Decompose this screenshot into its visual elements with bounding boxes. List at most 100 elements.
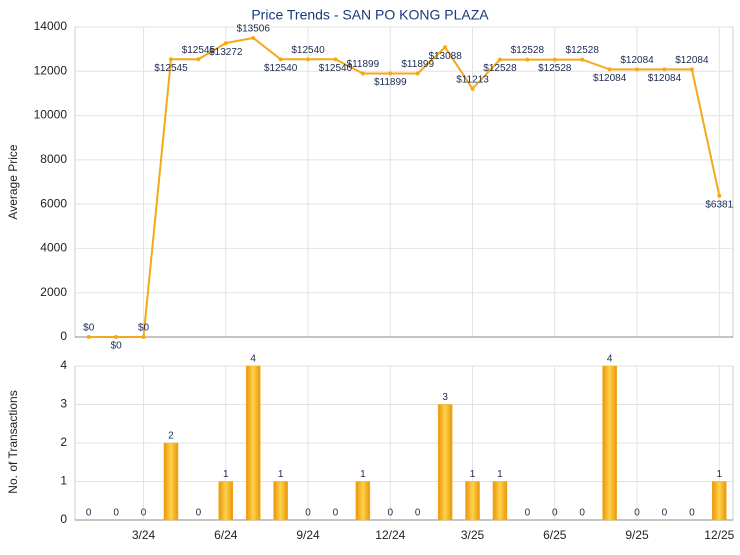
- price-point: [86, 335, 91, 339]
- y-tick-label: 4: [60, 358, 67, 372]
- y-tick-label: 8000: [40, 152, 67, 166]
- y-tick-label: 6000: [40, 196, 67, 210]
- price-point: [607, 67, 612, 72]
- y-axis-label: Average Price: [6, 144, 20, 219]
- value-label: 2: [168, 431, 174, 442]
- x-tick-label: 9/24: [296, 528, 320, 542]
- value-label: 0: [305, 508, 311, 519]
- price-point: [552, 57, 557, 62]
- y-tick-label: 1: [60, 474, 67, 488]
- value-label: 0: [689, 508, 695, 519]
- price-point: [333, 57, 338, 62]
- value-label: 1: [278, 469, 284, 480]
- bar: [712, 481, 727, 521]
- value-label: $0: [138, 323, 150, 334]
- price-point: [443, 45, 448, 50]
- bar: [465, 481, 480, 521]
- value-label: $12084: [648, 73, 682, 84]
- value-label: $13088: [428, 51, 462, 62]
- y-tick-label: 0: [60, 329, 67, 343]
- chart-title: Price Trends - SAN PO KONG PLAZA: [251, 7, 489, 23]
- value-label: 0: [634, 508, 640, 519]
- value-label: 0: [415, 508, 421, 519]
- price-line: [88, 36, 721, 338]
- price-point: [223, 41, 228, 46]
- value-label: $12528: [511, 45, 545, 56]
- value-label: 3: [442, 392, 448, 403]
- price-point: [114, 335, 119, 339]
- x-tick-label: 3/24: [132, 528, 156, 542]
- value-label: 0: [662, 508, 668, 519]
- x-tick-label: 12/25: [704, 528, 734, 542]
- price-point: [580, 57, 585, 62]
- value-label: $12084: [593, 73, 627, 84]
- price-point: [497, 57, 502, 62]
- value-label: 1: [497, 469, 503, 480]
- price-point: [360, 71, 365, 76]
- bar: [355, 481, 371, 521]
- value-label: 0: [141, 508, 147, 519]
- price-point: [278, 57, 283, 62]
- y-tick-label: 12000: [34, 63, 68, 77]
- y-tick-label: 2000: [40, 285, 67, 299]
- value-label: 0: [196, 508, 202, 519]
- value-label: 0: [388, 508, 394, 519]
- value-label: $6381: [705, 199, 733, 210]
- x-tick-label: 3/25: [461, 528, 485, 542]
- value-label: $13506: [237, 24, 271, 35]
- value-label: $12084: [675, 55, 709, 66]
- value-label: $12540: [291, 45, 325, 56]
- price-point: [470, 86, 475, 91]
- y-tick-label: 3: [60, 397, 67, 411]
- value-label: $0: [111, 341, 123, 352]
- price-point: [717, 193, 722, 198]
- value-label: $11899: [347, 59, 380, 70]
- y-tick-label: 0: [60, 512, 67, 526]
- value-label: 0: [113, 508, 119, 519]
- price-point: [168, 57, 173, 62]
- value-label: $12540: [264, 63, 298, 74]
- value-label: $0: [83, 323, 95, 334]
- price-point: [306, 57, 311, 62]
- value-label: $11899: [374, 77, 407, 88]
- value-label: $11899: [401, 59, 434, 70]
- x-tick-label: 9/25: [625, 528, 649, 542]
- bar: [273, 481, 288, 521]
- bar: [437, 404, 453, 521]
- value-label: 0: [525, 508, 531, 519]
- price-point: [251, 35, 256, 40]
- value-label: $12545: [154, 63, 188, 74]
- value-label: 0: [86, 508, 92, 519]
- value-label: 0: [333, 508, 339, 519]
- price-point: [141, 335, 146, 339]
- value-label: $12084: [620, 55, 654, 66]
- x-tick-label: 6/24: [214, 528, 238, 542]
- value-label: $13272: [209, 47, 243, 58]
- bar: [218, 481, 234, 521]
- bar: [492, 481, 508, 521]
- value-label: 1: [360, 469, 366, 480]
- value-label: 1: [223, 469, 229, 480]
- value-label: $12528: [538, 63, 572, 74]
- price-point: [525, 57, 530, 62]
- value-label: $12528: [483, 63, 517, 74]
- value-label: $12545: [182, 45, 216, 56]
- value-label: $12528: [566, 45, 600, 56]
- y-axis-label: No. of Transactions: [6, 390, 20, 493]
- price-point: [415, 71, 420, 76]
- y-tick-label: 2: [60, 435, 67, 449]
- price-point: [689, 67, 694, 72]
- value-label: 0: [579, 508, 585, 519]
- value-label: 1: [717, 469, 723, 480]
- value-label: 4: [250, 354, 256, 365]
- price-point: [388, 71, 393, 76]
- bar: [163, 442, 179, 521]
- value-label: $12540: [319, 63, 353, 74]
- price-point: [662, 67, 667, 72]
- price-point: [196, 57, 201, 62]
- price-point: [635, 67, 640, 72]
- y-tick-label: 4000: [40, 241, 67, 255]
- value-label: $11213: [456, 74, 489, 85]
